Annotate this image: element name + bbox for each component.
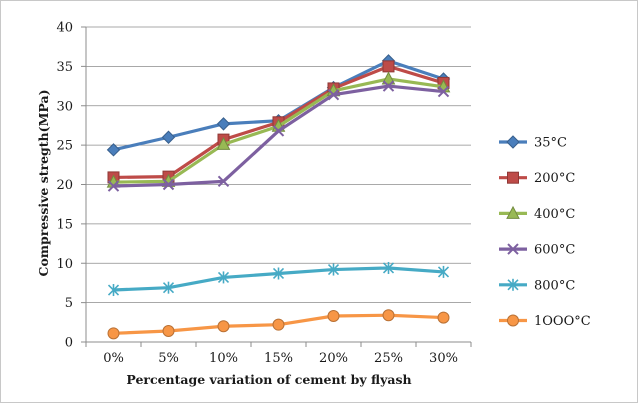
y-tick-label: 30: [56, 99, 73, 114]
data-point: [162, 178, 175, 191]
legend-item: 400°C: [499, 205, 575, 222]
data-point: [381, 71, 396, 85]
x-tick-label: 15%: [264, 351, 293, 366]
legend-marker: [506, 135, 520, 149]
data-point: [382, 80, 395, 92]
data-point: [272, 318, 285, 331]
x-tick-label: 25%: [374, 351, 403, 366]
series-plot: [106, 54, 451, 340]
legend: 35°C 200°C 400°C 600°C 800°C 1OOO°C: [499, 135, 591, 329]
y-tick-label: 5: [65, 296, 73, 311]
y-tick-label: 20: [56, 178, 73, 193]
x-tick-label: 10%: [209, 351, 238, 366]
data-point: [216, 117, 231, 131]
legend-label: 1OOO°C: [534, 314, 591, 329]
legend-marker: [507, 278, 519, 291]
data-point: [437, 311, 450, 324]
data-point: [162, 324, 175, 337]
data-point: [217, 271, 230, 284]
x-axis-title: Percentage variation of cement by flyash: [126, 372, 411, 387]
y-tick-label: 25: [56, 139, 73, 154]
legend-label: 35°C: [534, 136, 567, 151]
y-tick-label: 35: [56, 60, 73, 75]
data-point: [216, 136, 231, 150]
data-point: [272, 267, 285, 280]
data-point: [106, 143, 121, 157]
x-tick-label: 30%: [429, 351, 458, 366]
legend-item: 35°C: [499, 135, 567, 151]
legend-item: 200°C: [499, 171, 575, 186]
data-point: [437, 265, 450, 278]
axes: 0 5 10 15 20 25 30 35 40 0% 5% 10% 15% 20% 25% 30%: [56, 21, 472, 366]
legend-label: 800°C: [534, 278, 575, 293]
data-point: [382, 261, 395, 274]
data-point: [161, 130, 176, 144]
data-point: [437, 85, 450, 98]
legend-marker: [507, 314, 519, 327]
legend-item: 800°C: [499, 278, 575, 293]
x-tick-label: 0%: [103, 351, 124, 366]
data-point: [327, 89, 340, 101]
legend-item: 600°C: [499, 243, 575, 258]
data-point: [107, 284, 120, 297]
data-point: [272, 125, 285, 137]
data-point: [327, 263, 340, 276]
data-point: [107, 180, 120, 192]
y-tick-label: 0: [65, 336, 73, 351]
y-tick-label: 15: [56, 217, 73, 232]
legend-marker: [507, 171, 519, 184]
data-point: [327, 310, 340, 323]
y-tick-label: 40: [56, 21, 73, 36]
y-axis-title: Compressive stregth(MPa): [36, 90, 51, 277]
y-tick-label: 10: [56, 257, 73, 272]
x-tick-label: 20%: [319, 351, 348, 366]
data-point: [107, 327, 120, 340]
data-point: [162, 281, 175, 294]
legend-item: 1OOO°C: [499, 314, 591, 329]
legend-label: 400°C: [534, 207, 575, 222]
legend-marker: [506, 205, 520, 219]
legend-label: 200°C: [534, 171, 575, 186]
legend-marker: [507, 243, 519, 255]
data-point: [217, 320, 230, 333]
x-tick-label: 5%: [158, 351, 179, 366]
data-point: [382, 309, 395, 322]
data-point: [382, 60, 395, 73]
legend-label: 600°C: [534, 243, 575, 258]
data-point: [217, 175, 230, 188]
